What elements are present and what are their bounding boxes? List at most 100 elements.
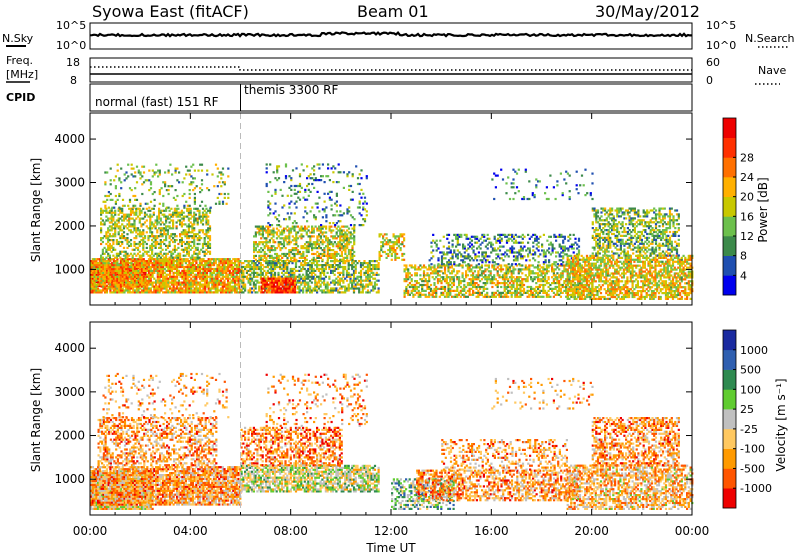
power-cell [242, 279, 245, 282]
power-cell [195, 273, 198, 276]
power-cell [251, 271, 254, 274]
power-cell [333, 287, 336, 290]
power-cell [380, 233, 383, 236]
power-cell [118, 267, 121, 271]
power-cell [273, 264, 277, 267]
power-cell [307, 245, 310, 248]
power-cell [168, 225, 171, 228]
power-cell [142, 233, 145, 236]
power-cell [272, 256, 275, 259]
power-cell [268, 233, 271, 236]
power-cell [91, 264, 94, 267]
power-cell [461, 276, 464, 279]
power-cell [104, 277, 107, 280]
power-cell [186, 235, 189, 238]
power-cell [314, 283, 317, 286]
power-cell [153, 291, 156, 294]
power-cell [168, 227, 171, 230]
power-cell [445, 282, 448, 285]
power-cell [328, 198, 331, 201]
power-cell [139, 269, 142, 272]
power-cell [95, 277, 98, 280]
power-cell [223, 281, 226, 284]
power-cell [344, 225, 347, 228]
power-cell [131, 248, 134, 251]
power-cell [333, 281, 336, 284]
power-cell [435, 295, 438, 298]
power-cell [290, 194, 293, 197]
power-cell [262, 279, 265, 282]
power-cell [95, 285, 98, 288]
power-cell [396, 252, 399, 256]
power-cell [170, 291, 173, 294]
power-cell [205, 244, 208, 247]
power-cell [282, 241, 286, 244]
power-cell [193, 264, 196, 267]
power-cell [465, 270, 468, 273]
power-cell [303, 277, 306, 280]
power-cell [387, 254, 390, 257]
power-cell [103, 252, 106, 255]
power-cell [144, 275, 147, 278]
power-cell [366, 283, 370, 286]
power-cell [163, 256, 166, 259]
power-cell [225, 267, 228, 271]
power-cell [309, 239, 312, 242]
power-cell [149, 291, 152, 294]
power-cell [285, 285, 288, 288]
power-cell [268, 247, 271, 250]
power-cell [414, 285, 417, 289]
power-cell [163, 271, 166, 274]
power-cell [140, 271, 144, 274]
power-cell [186, 267, 189, 271]
power-cell [356, 206, 360, 209]
power-cell [272, 287, 276, 290]
power-cell [232, 279, 235, 282]
power-cell [242, 277, 245, 280]
power-cell [345, 269, 349, 272]
power-cell [209, 262, 212, 265]
power-cell [161, 229, 164, 232]
power-cell [119, 273, 122, 276]
power-cell [144, 277, 147, 280]
power-cell [198, 275, 202, 278]
power-cell [368, 281, 371, 284]
power-cell [358, 224, 361, 227]
power-cell [114, 265, 117, 269]
power-cell [123, 260, 126, 263]
power-cell [337, 243, 340, 246]
power-cell [121, 291, 124, 294]
power-cell [147, 262, 151, 265]
power-cell [95, 291, 98, 294]
power-cell [326, 247, 329, 250]
power-cell [276, 179, 279, 182]
power-cell [123, 173, 126, 176]
power-cell [199, 204, 202, 207]
power-cell [326, 239, 329, 242]
power-cell [179, 223, 182, 226]
power-cell [126, 275, 130, 278]
power-cell [433, 278, 436, 281]
power-cell [300, 283, 303, 286]
power-cell [258, 254, 261, 257]
power-cell [279, 243, 282, 246]
power-cell [212, 281, 216, 284]
power-cell [318, 227, 321, 230]
power-cell [466, 289, 469, 292]
power-cell [242, 271, 245, 274]
power-cell [261, 225, 264, 228]
power-cell [117, 219, 120, 222]
power-cell [119, 237, 122, 240]
power-cell [191, 267, 194, 271]
power-cell [174, 289, 177, 292]
power-cell [347, 252, 351, 256]
power-cell [312, 241, 315, 244]
power-cell [170, 264, 173, 267]
power-cell [144, 287, 147, 290]
power-cell [182, 248, 185, 251]
power-cell [277, 265, 280, 269]
power-cell [254, 291, 257, 294]
power-cell [311, 245, 314, 248]
power-cell [183, 271, 186, 274]
power-cell [191, 256, 194, 259]
